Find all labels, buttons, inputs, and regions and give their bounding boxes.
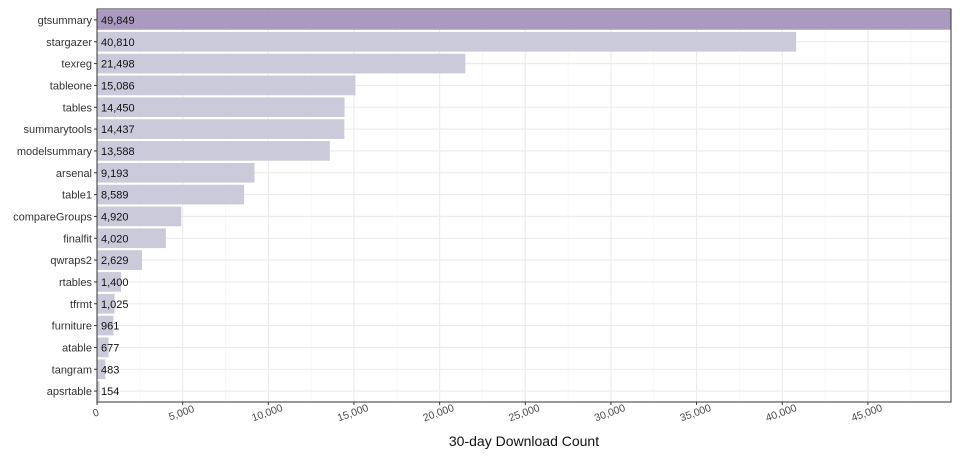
x-tick-layer: 0 5,000 10,000 15,000 20,000 25,000 30,000 35,0… bbox=[91, 402, 884, 424]
panel-border bbox=[96, 8, 952, 403]
data-label-tableone: 15,086 bbox=[101, 80, 135, 92]
bar-tangram bbox=[97, 359, 106, 380]
category-label-gtsummary: gtsummary bbox=[38, 15, 93, 27]
category-label-qwraps2: qwraps2 bbox=[50, 255, 92, 267]
category-label-arsenal: arsenal bbox=[56, 168, 92, 180]
grid-layer bbox=[96, 9, 951, 402]
data-label-table1: 8,589 bbox=[101, 190, 129, 202]
x-tick-label: 0 bbox=[91, 406, 101, 419]
x-axis-title: 30-day Download Count bbox=[449, 433, 599, 449]
data-label-compareGroups: 4,920 bbox=[101, 211, 129, 223]
data-label-summarytools: 14,437 bbox=[101, 124, 135, 136]
bar-finalfit bbox=[97, 228, 166, 249]
data-label-modelsummary: 13,588 bbox=[101, 146, 135, 158]
data-label-tables: 14,450 bbox=[101, 102, 135, 114]
bar-table1 bbox=[97, 184, 245, 205]
bar-gtsummary bbox=[97, 10, 951, 30]
data-label-gtsummary: 49,849 bbox=[101, 15, 135, 27]
data-label-rtables: 1,400 bbox=[101, 277, 129, 289]
category-label-tangram: tangram bbox=[52, 364, 92, 376]
x-tick-label: 40,000 bbox=[764, 402, 798, 424]
x-tick-label: 10,000 bbox=[250, 402, 284, 424]
category-label-furniture: furniture bbox=[52, 321, 92, 333]
x-tick-label: 20,000 bbox=[421, 402, 455, 424]
category-label-table1: table1 bbox=[62, 190, 92, 202]
data-label-layer: 49,849 40,810 21,498 15,086 14,450 14,437 13,5… bbox=[101, 15, 135, 398]
panel-background bbox=[97, 9, 951, 402]
x-tick-label: 15,000 bbox=[336, 402, 370, 424]
data-label-texreg: 21,498 bbox=[101, 59, 135, 71]
bar-qwraps2 bbox=[97, 250, 143, 270]
data-label-atable: 677 bbox=[101, 342, 119, 354]
bar-tables bbox=[97, 97, 345, 118]
category-label-apsrtable: apsrtable bbox=[47, 386, 92, 398]
category-label-stargazer: stargazer bbox=[46, 37, 92, 49]
bar-summarytools bbox=[97, 119, 345, 139]
category-label-finalfit: finalfit bbox=[63, 233, 92, 245]
data-label-furniture: 961 bbox=[101, 321, 119, 333]
bar-layer bbox=[97, 10, 951, 401]
x-tick-label: 45,000 bbox=[850, 402, 884, 424]
category-label-tableone: tableone bbox=[50, 80, 92, 92]
data-label-tfrmt: 1,025 bbox=[101, 299, 129, 311]
bar-texreg bbox=[97, 53, 466, 74]
bar-tfrmt bbox=[97, 293, 115, 314]
x-tick-label: 35,000 bbox=[678, 402, 712, 424]
data-label-finalfit: 4,020 bbox=[101, 233, 129, 245]
bar-arsenal bbox=[97, 162, 255, 183]
category-label-rtables: rtables bbox=[59, 277, 93, 289]
category-label-layer: gtsummary stargazer texreg tableone tables su… bbox=[13, 15, 97, 398]
x-tick-label: 30,000 bbox=[593, 402, 627, 424]
bar-compareGroups bbox=[97, 206, 182, 227]
data-label-apsrtable: 154 bbox=[101, 386, 119, 398]
data-label-tangram: 483 bbox=[101, 364, 119, 376]
x-tick-label: 5,000 bbox=[167, 403, 196, 423]
bar-modelsummary bbox=[97, 141, 330, 161]
category-label-summarytools: summarytools bbox=[24, 124, 93, 136]
category-label-tables: tables bbox=[63, 102, 93, 114]
category-label-atable: atable bbox=[62, 342, 92, 354]
category-label-texreg: texreg bbox=[61, 59, 92, 71]
category-label-tfrmt: tfrmt bbox=[70, 299, 92, 311]
bar-furniture bbox=[97, 315, 114, 336]
bar-stargazer bbox=[97, 31, 797, 52]
data-label-qwraps2: 2,629 bbox=[101, 255, 129, 267]
bar-rtables bbox=[97, 272, 121, 292]
bar-tableone bbox=[97, 75, 356, 96]
data-label-stargazer: 40,810 bbox=[101, 37, 135, 49]
x-tick-label: 25,000 bbox=[507, 402, 541, 424]
data-label-arsenal: 9,193 bbox=[101, 168, 129, 180]
bar-apsrtable bbox=[97, 381, 100, 401]
category-label-modelsummary: modelsummary bbox=[17, 146, 93, 158]
category-label-compareGroups: compareGroups bbox=[13, 211, 92, 223]
bar-atable bbox=[97, 337, 109, 358]
